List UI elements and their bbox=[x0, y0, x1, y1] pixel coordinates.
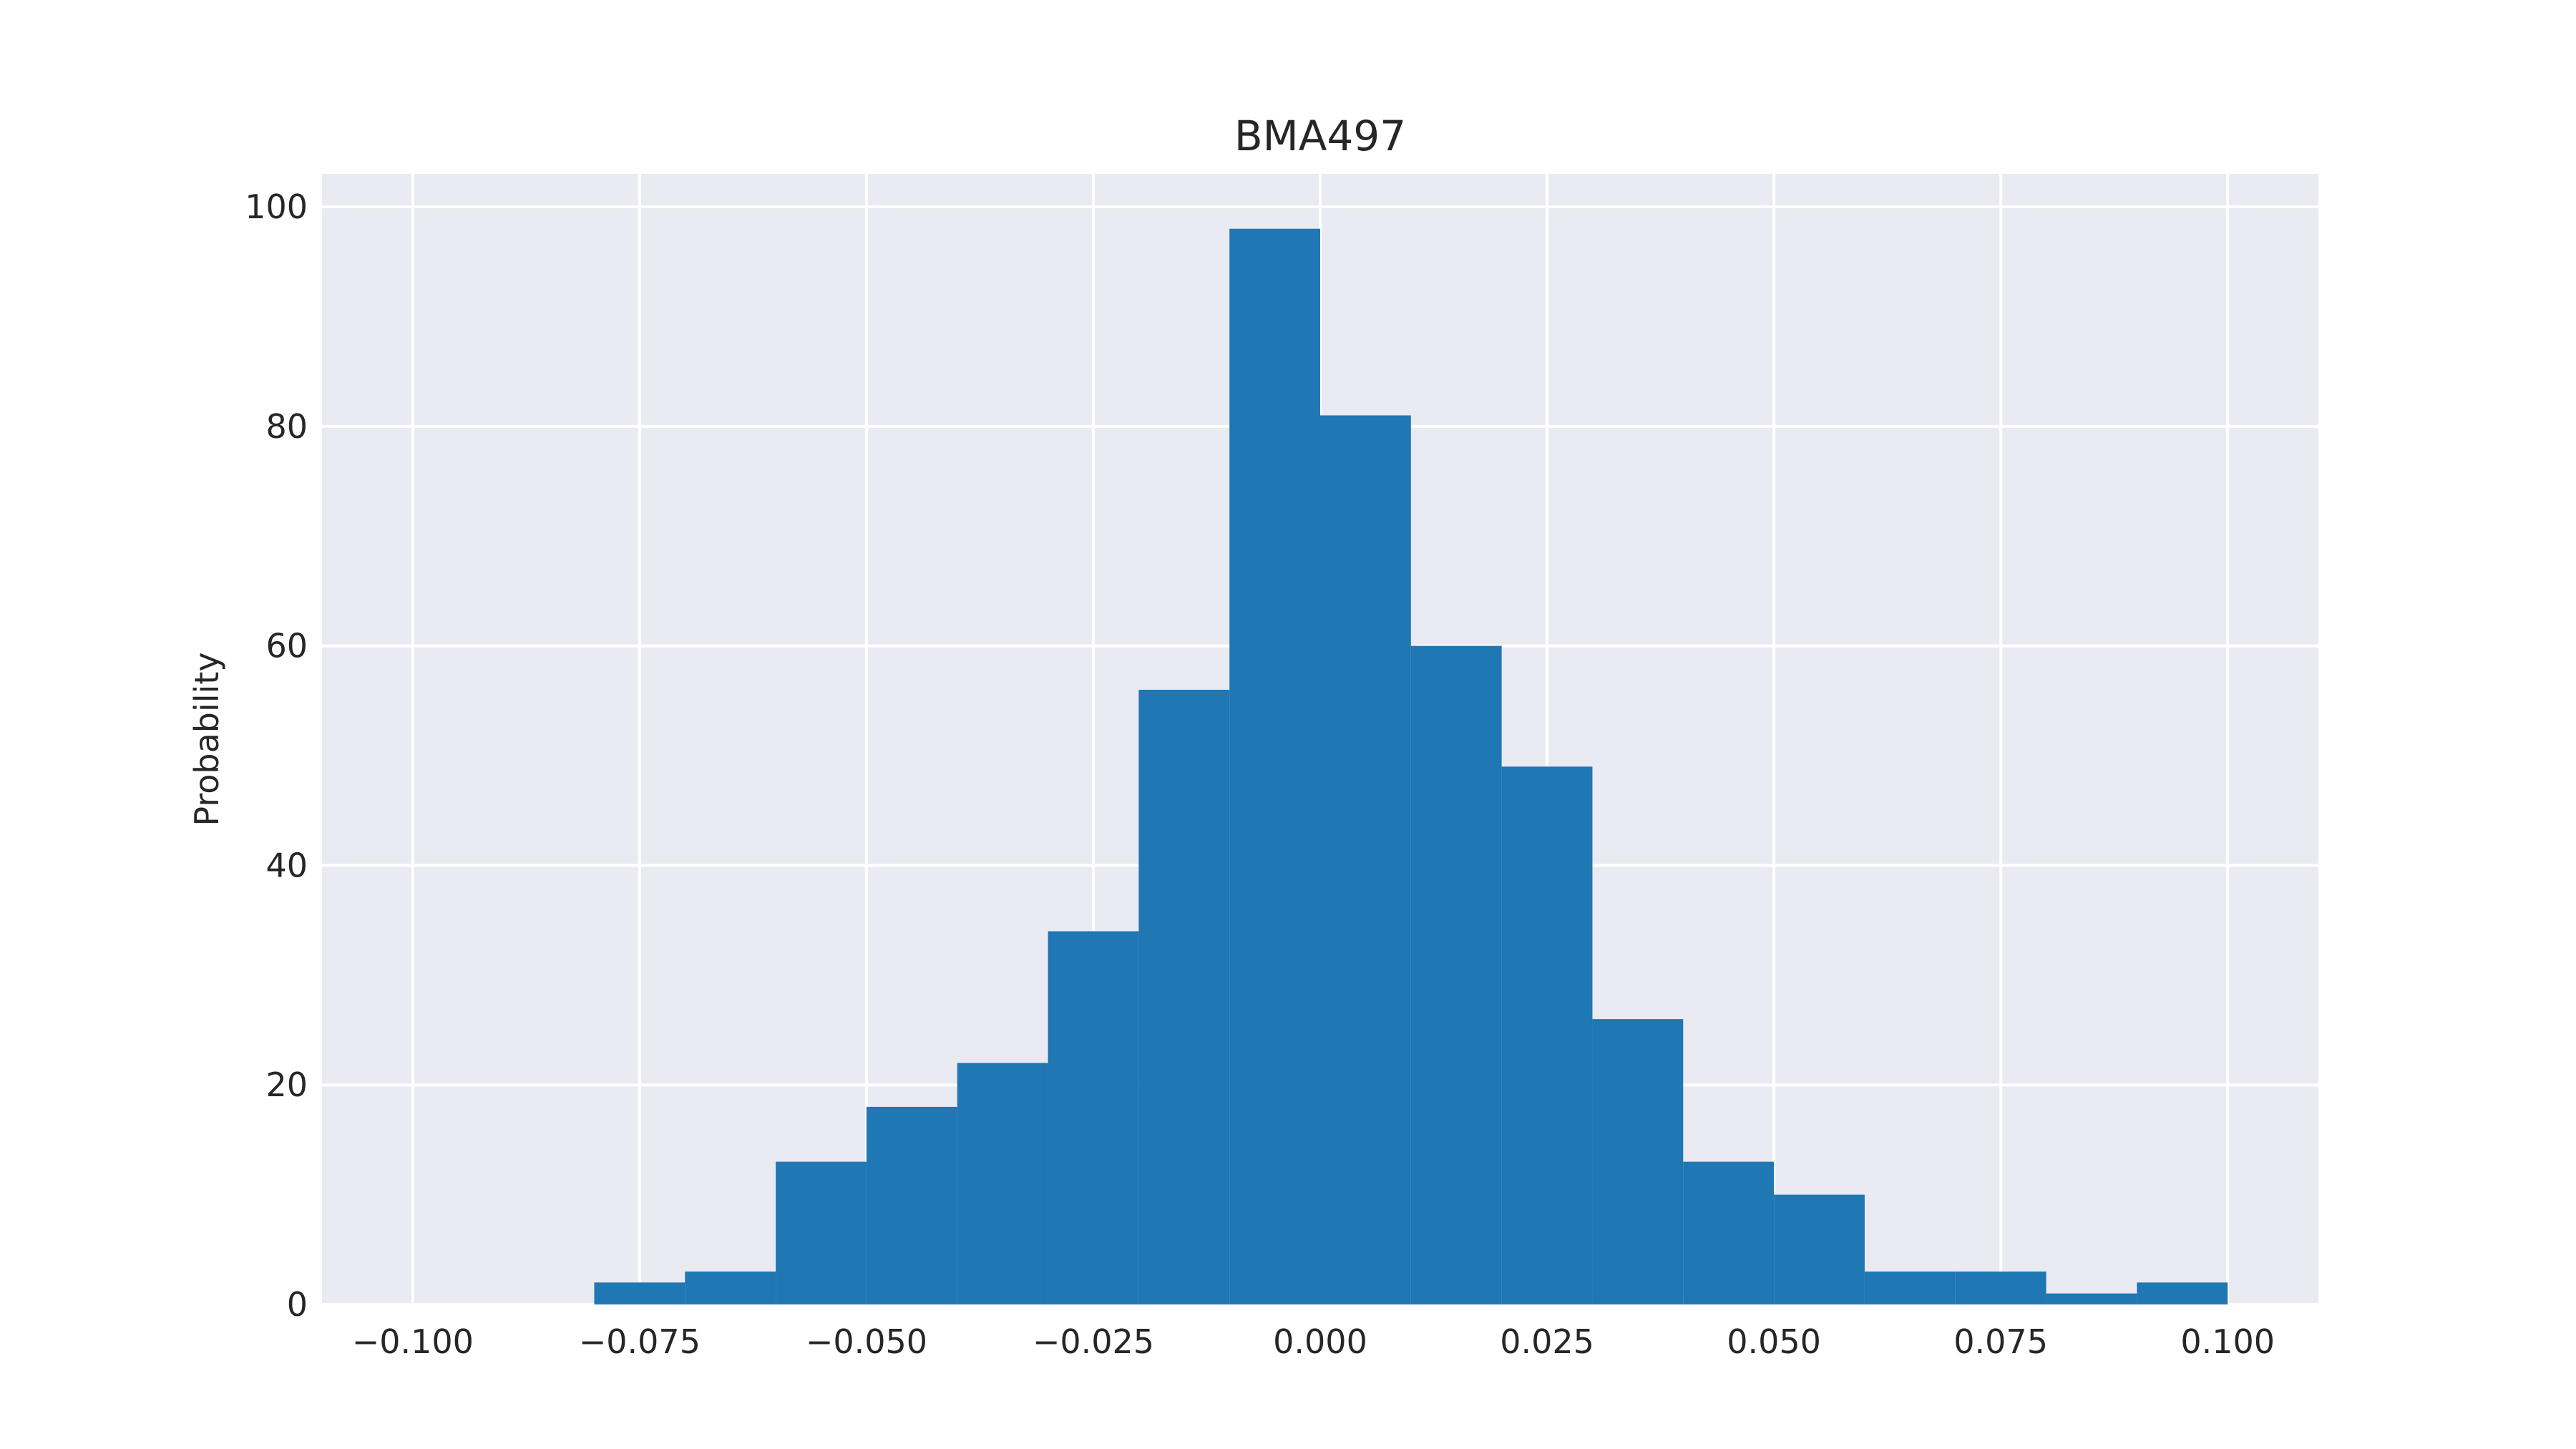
histogram-bar bbox=[1955, 1271, 2046, 1304]
histogram-bar bbox=[1138, 689, 1230, 1304]
histogram-bar bbox=[1320, 415, 1411, 1304]
y-tick-label: 0 bbox=[287, 1285, 308, 1324]
histogram-bar bbox=[1592, 1019, 1684, 1304]
x-tick-label: 0.100 bbox=[2180, 1322, 2275, 1361]
histogram-bar bbox=[685, 1271, 776, 1304]
histogram-bar bbox=[1774, 1194, 1865, 1304]
histogram-bar bbox=[1683, 1161, 1775, 1304]
x-tick-label: 0.075 bbox=[1953, 1322, 2048, 1361]
histogram-bar bbox=[1501, 766, 1593, 1304]
x-axis-ticks: −0.100 −0.075 −0.050 −0.025 0.000 0.025 0.050 0… bbox=[352, 1322, 2275, 1361]
histogram-bar bbox=[866, 1106, 957, 1304]
histogram-bar bbox=[2046, 1293, 2137, 1304]
histogram-bar bbox=[594, 1282, 686, 1304]
x-tick-label: 0.050 bbox=[1727, 1322, 1821, 1361]
x-tick-label: −0.025 bbox=[1033, 1322, 1154, 1361]
histogram-bars bbox=[594, 228, 2228, 1305]
y-tick-label: 100 bbox=[245, 187, 308, 226]
x-tick-label: −0.050 bbox=[806, 1322, 927, 1361]
x-tick-label: 0.000 bbox=[1273, 1322, 1367, 1361]
y-tick-label: 40 bbox=[265, 846, 308, 884]
y-tick-label: 20 bbox=[265, 1065, 308, 1104]
x-tick-label: 0.025 bbox=[1500, 1322, 1594, 1361]
histogram-bar bbox=[1229, 228, 1320, 1305]
y-tick-label: 80 bbox=[265, 407, 308, 446]
y-axis-ticks: 0 20 40 60 80 100 bbox=[245, 187, 308, 1324]
histogram-bar bbox=[1864, 1271, 1956, 1304]
histogram-bar bbox=[776, 1161, 867, 1304]
y-axis-label: Probability bbox=[187, 652, 226, 826]
x-tick-label: −0.075 bbox=[579, 1322, 701, 1361]
histogram-bar bbox=[1410, 645, 1502, 1304]
x-tick-label: −0.100 bbox=[352, 1322, 474, 1361]
chart-title: BMA497 bbox=[1234, 112, 1406, 160]
histogram-bar bbox=[957, 1063, 1048, 1304]
histogram-bar bbox=[2137, 1282, 2228, 1304]
y-tick-label: 60 bbox=[265, 627, 308, 665]
histogram-bar bbox=[1048, 931, 1139, 1304]
